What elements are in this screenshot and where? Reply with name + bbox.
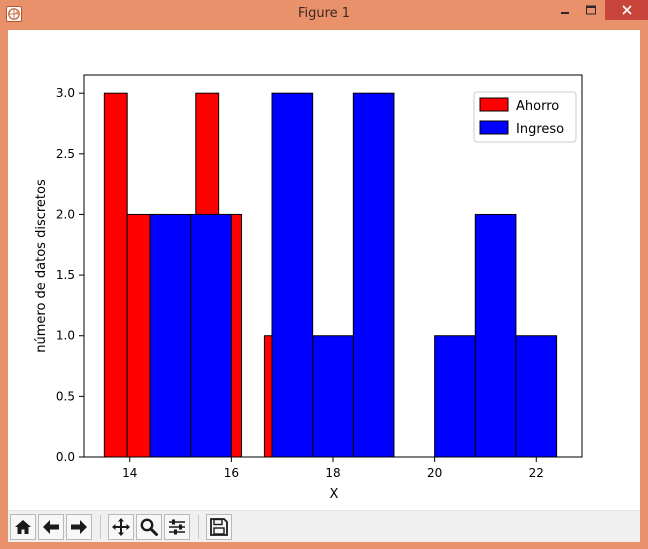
arrow-left-icon (43, 520, 59, 534)
bar-ahorro-0 (103, 92, 128, 458)
legend-swatch-ahorro (479, 97, 509, 112)
move-icon (112, 518, 130, 536)
back-button[interactable] (38, 514, 64, 540)
bar-ingreso-9 (515, 335, 558, 458)
title-bar: Figure 1 (0, 0, 648, 30)
home-icon (15, 520, 31, 534)
maximize-icon (586, 5, 596, 15)
bar-ingreso-3 (271, 92, 314, 458)
maximize-button[interactable] (578, 0, 604, 20)
y-tick-label: 0.0 (56, 450, 75, 464)
x-tick-label: 18 (325, 466, 340, 480)
arrow-right-icon (71, 520, 87, 534)
y-tick-label: 1.5 (56, 268, 75, 282)
y-axis-label: número de datos discretos (34, 179, 49, 353)
x-tick-label: 22 (529, 466, 544, 480)
sliders-icon (169, 519, 185, 535)
bar-ingreso-0 (149, 213, 192, 458)
x-tick-label: 16 (224, 466, 239, 480)
legend: Ahorro Ingreso (473, 91, 577, 143)
toolbar-separator (100, 515, 101, 539)
magnifier-icon (140, 518, 158, 536)
y-tick-label: 2.0 (56, 207, 75, 221)
configure-subplots-button[interactable] (164, 514, 190, 540)
navigation-toolbar (8, 510, 640, 542)
bar-ingreso-7 (434, 335, 476, 458)
y-axis-ticks: 0.0 0.5 1.0 1.5 2.0 2.5 3.0 (56, 86, 84, 464)
y-tick-label: 0.5 (56, 389, 75, 403)
x-tick-label: 20 (427, 466, 442, 480)
app-icon[interactable] (6, 6, 22, 22)
x-axis-label: X (330, 487, 339, 502)
close-button[interactable] (605, 0, 648, 20)
forward-button[interactable] (66, 514, 92, 540)
bar-ingreso-8 (474, 213, 517, 458)
bar-ingreso-4 (312, 335, 354, 458)
bar-ingreso-5 (352, 92, 395, 458)
legend-label-ahorro: Ahorro (516, 99, 559, 114)
legend-label-ingreso: Ingreso (516, 122, 564, 137)
bar-ahorro-1 (126, 213, 151, 458)
home-button[interactable] (10, 514, 36, 540)
x-tick-label: 14 (122, 466, 137, 480)
pan-button[interactable] (108, 514, 134, 540)
ingreso-bars (149, 92, 558, 458)
window-title: Figure 1 (297, 6, 351, 21)
toolbar-separator (198, 515, 199, 539)
save-button[interactable] (206, 514, 232, 540)
y-tick-label: 1.0 (56, 329, 75, 343)
figure-canvas: 14 16 18 20 22 0.0 0.5 1.0 1.5 2.0 2.5 3.0 X númer… (8, 30, 640, 542)
y-tick-label: 3.0 (56, 86, 75, 100)
floppy-icon (210, 518, 228, 536)
zoom-button[interactable] (136, 514, 162, 540)
close-icon (621, 5, 632, 15)
x-axis-ticks: 14 16 18 20 22 (122, 457, 544, 480)
bar-ingreso-1 (190, 213, 232, 458)
minimize-button[interactable] (552, 0, 578, 20)
y-tick-label: 2.5 (56, 147, 75, 161)
legend-swatch-ingreso (479, 120, 509, 135)
minimize-icon (561, 12, 569, 14)
histogram-plot: 14 16 18 20 22 0.0 0.5 1.0 1.5 2.0 2.5 3.0 X númer… (34, 74, 583, 502)
